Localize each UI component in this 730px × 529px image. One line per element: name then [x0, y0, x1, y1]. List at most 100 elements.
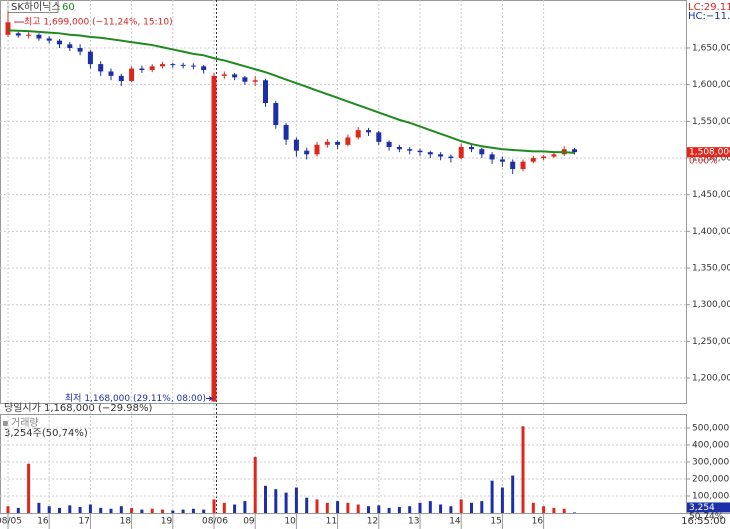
volume-bar	[336, 501, 340, 513]
candle-body	[139, 68, 145, 70]
y-tick-label: 500,000	[692, 423, 729, 433]
candle-body	[5, 22, 11, 35]
y-tick-label: 1,600,000	[692, 80, 730, 90]
candle-body	[221, 74, 227, 76]
volume-bar	[253, 456, 257, 513]
volume-bar	[130, 507, 134, 513]
volume-bar	[119, 506, 123, 513]
x-tick-label: 08/05	[0, 517, 22, 527]
volume-bar	[542, 506, 546, 513]
volume-bar	[408, 506, 412, 513]
volume-bar	[346, 502, 350, 513]
volume-bar	[511, 475, 515, 513]
x-tick-label: 11	[326, 517, 337, 527]
candle-body	[15, 33, 21, 36]
volume-bar	[573, 512, 576, 513]
candle-body	[46, 38, 52, 41]
x-tick-label: 15	[490, 517, 501, 527]
y-tick-label: 400,000	[692, 440, 729, 450]
volume-bar	[449, 506, 453, 513]
y-tick-label: 300,000	[692, 457, 729, 467]
low-annotation: 최저 1,168,000 (29.11%, 08:00)	[65, 393, 206, 404]
volume-bar	[521, 426, 525, 513]
candle-body	[479, 149, 485, 155]
candle-body	[293, 139, 299, 151]
volume-bar	[305, 497, 309, 513]
volume-bar	[490, 480, 494, 513]
volume-bar	[140, 509, 144, 513]
x-tick-label: 08/06	[202, 517, 228, 527]
candle-body	[283, 125, 289, 140]
candle-body	[438, 154, 444, 157]
candle-body	[118, 75, 124, 81]
volume-bar	[16, 507, 20, 513]
candle-body	[129, 68, 135, 81]
volume-bar	[294, 487, 298, 513]
volume-bar	[284, 492, 288, 513]
candle-body	[263, 80, 268, 103]
volume-bar	[356, 504, 360, 513]
change-label: 0.00%	[689, 157, 718, 167]
candle-body	[324, 141, 330, 145]
volume-bar	[222, 502, 226, 513]
y-tick-label: 1,400,000	[692, 227, 730, 237]
y-tick-label: 1,300,000	[692, 300, 730, 310]
price-tag	[687, 147, 730, 158]
volume-bar	[470, 502, 473, 513]
volume-bar	[37, 502, 41, 513]
time-label: 16:55:00	[681, 516, 726, 527]
x-tick-label: 10	[284, 517, 296, 527]
y-tick-label: 200,000	[692, 474, 729, 484]
volume-bar	[181, 509, 185, 513]
candle-body	[304, 150, 310, 155]
volume-bar	[109, 508, 113, 513]
candle-body	[396, 147, 402, 150]
volume-bar	[202, 509, 206, 513]
volume-bar	[397, 507, 401, 513]
y-tick-label: 1,500,000	[692, 154, 730, 164]
y-tick-label: 1,550,000	[692, 117, 730, 127]
volume-bar	[377, 505, 381, 513]
y-tick-label: 1,450,000	[692, 190, 730, 200]
volume-bar	[480, 501, 484, 513]
price-panel	[0, 0, 687, 404]
candle-body	[448, 156, 454, 159]
volume-bar	[88, 504, 92, 513]
volume-bar	[191, 508, 195, 513]
candle-body	[160, 64, 165, 67]
x-tick-label: 16	[532, 517, 544, 527]
candle-body	[489, 154, 495, 160]
candle-body	[427, 152, 433, 155]
lc-label: LC:29.11	[688, 2, 730, 13]
volume-bar	[439, 504, 443, 513]
volume-bar	[99, 507, 103, 513]
price-tag-label: 1,508,000	[689, 148, 730, 158]
candle-body	[469, 147, 474, 150]
volume-bar	[212, 499, 216, 513]
y-tick-label: 1,250,000	[692, 337, 730, 347]
volume-bar	[387, 507, 391, 513]
candle-body	[36, 34, 42, 39]
volume-bar	[27, 463, 31, 513]
volume-subtitle: 3,254주(50,74%)	[4, 428, 88, 439]
volume-bar	[552, 507, 556, 513]
candle-body	[77, 47, 83, 52]
moving-average	[7, 29, 575, 154]
volume-bar	[325, 502, 329, 513]
volume-bar	[367, 506, 370, 513]
low-arrow	[206, 396, 214, 401]
volume-bar	[161, 509, 164, 513]
volume-bar	[315, 499, 319, 513]
volume-bar	[418, 502, 422, 513]
volume-bar	[500, 487, 504, 513]
candle-body	[551, 154, 557, 157]
x-tick-label: 17	[78, 517, 89, 527]
x-tick-label: 18	[120, 517, 132, 527]
volume-tag	[687, 502, 730, 513]
candle-body	[57, 40, 62, 45]
candle-body	[201, 66, 207, 70]
volume-bar	[58, 507, 61, 513]
symbol: SK하이닉스	[11, 0, 61, 13]
volume-bar	[243, 501, 247, 513]
ma-legend: 60	[62, 2, 75, 13]
